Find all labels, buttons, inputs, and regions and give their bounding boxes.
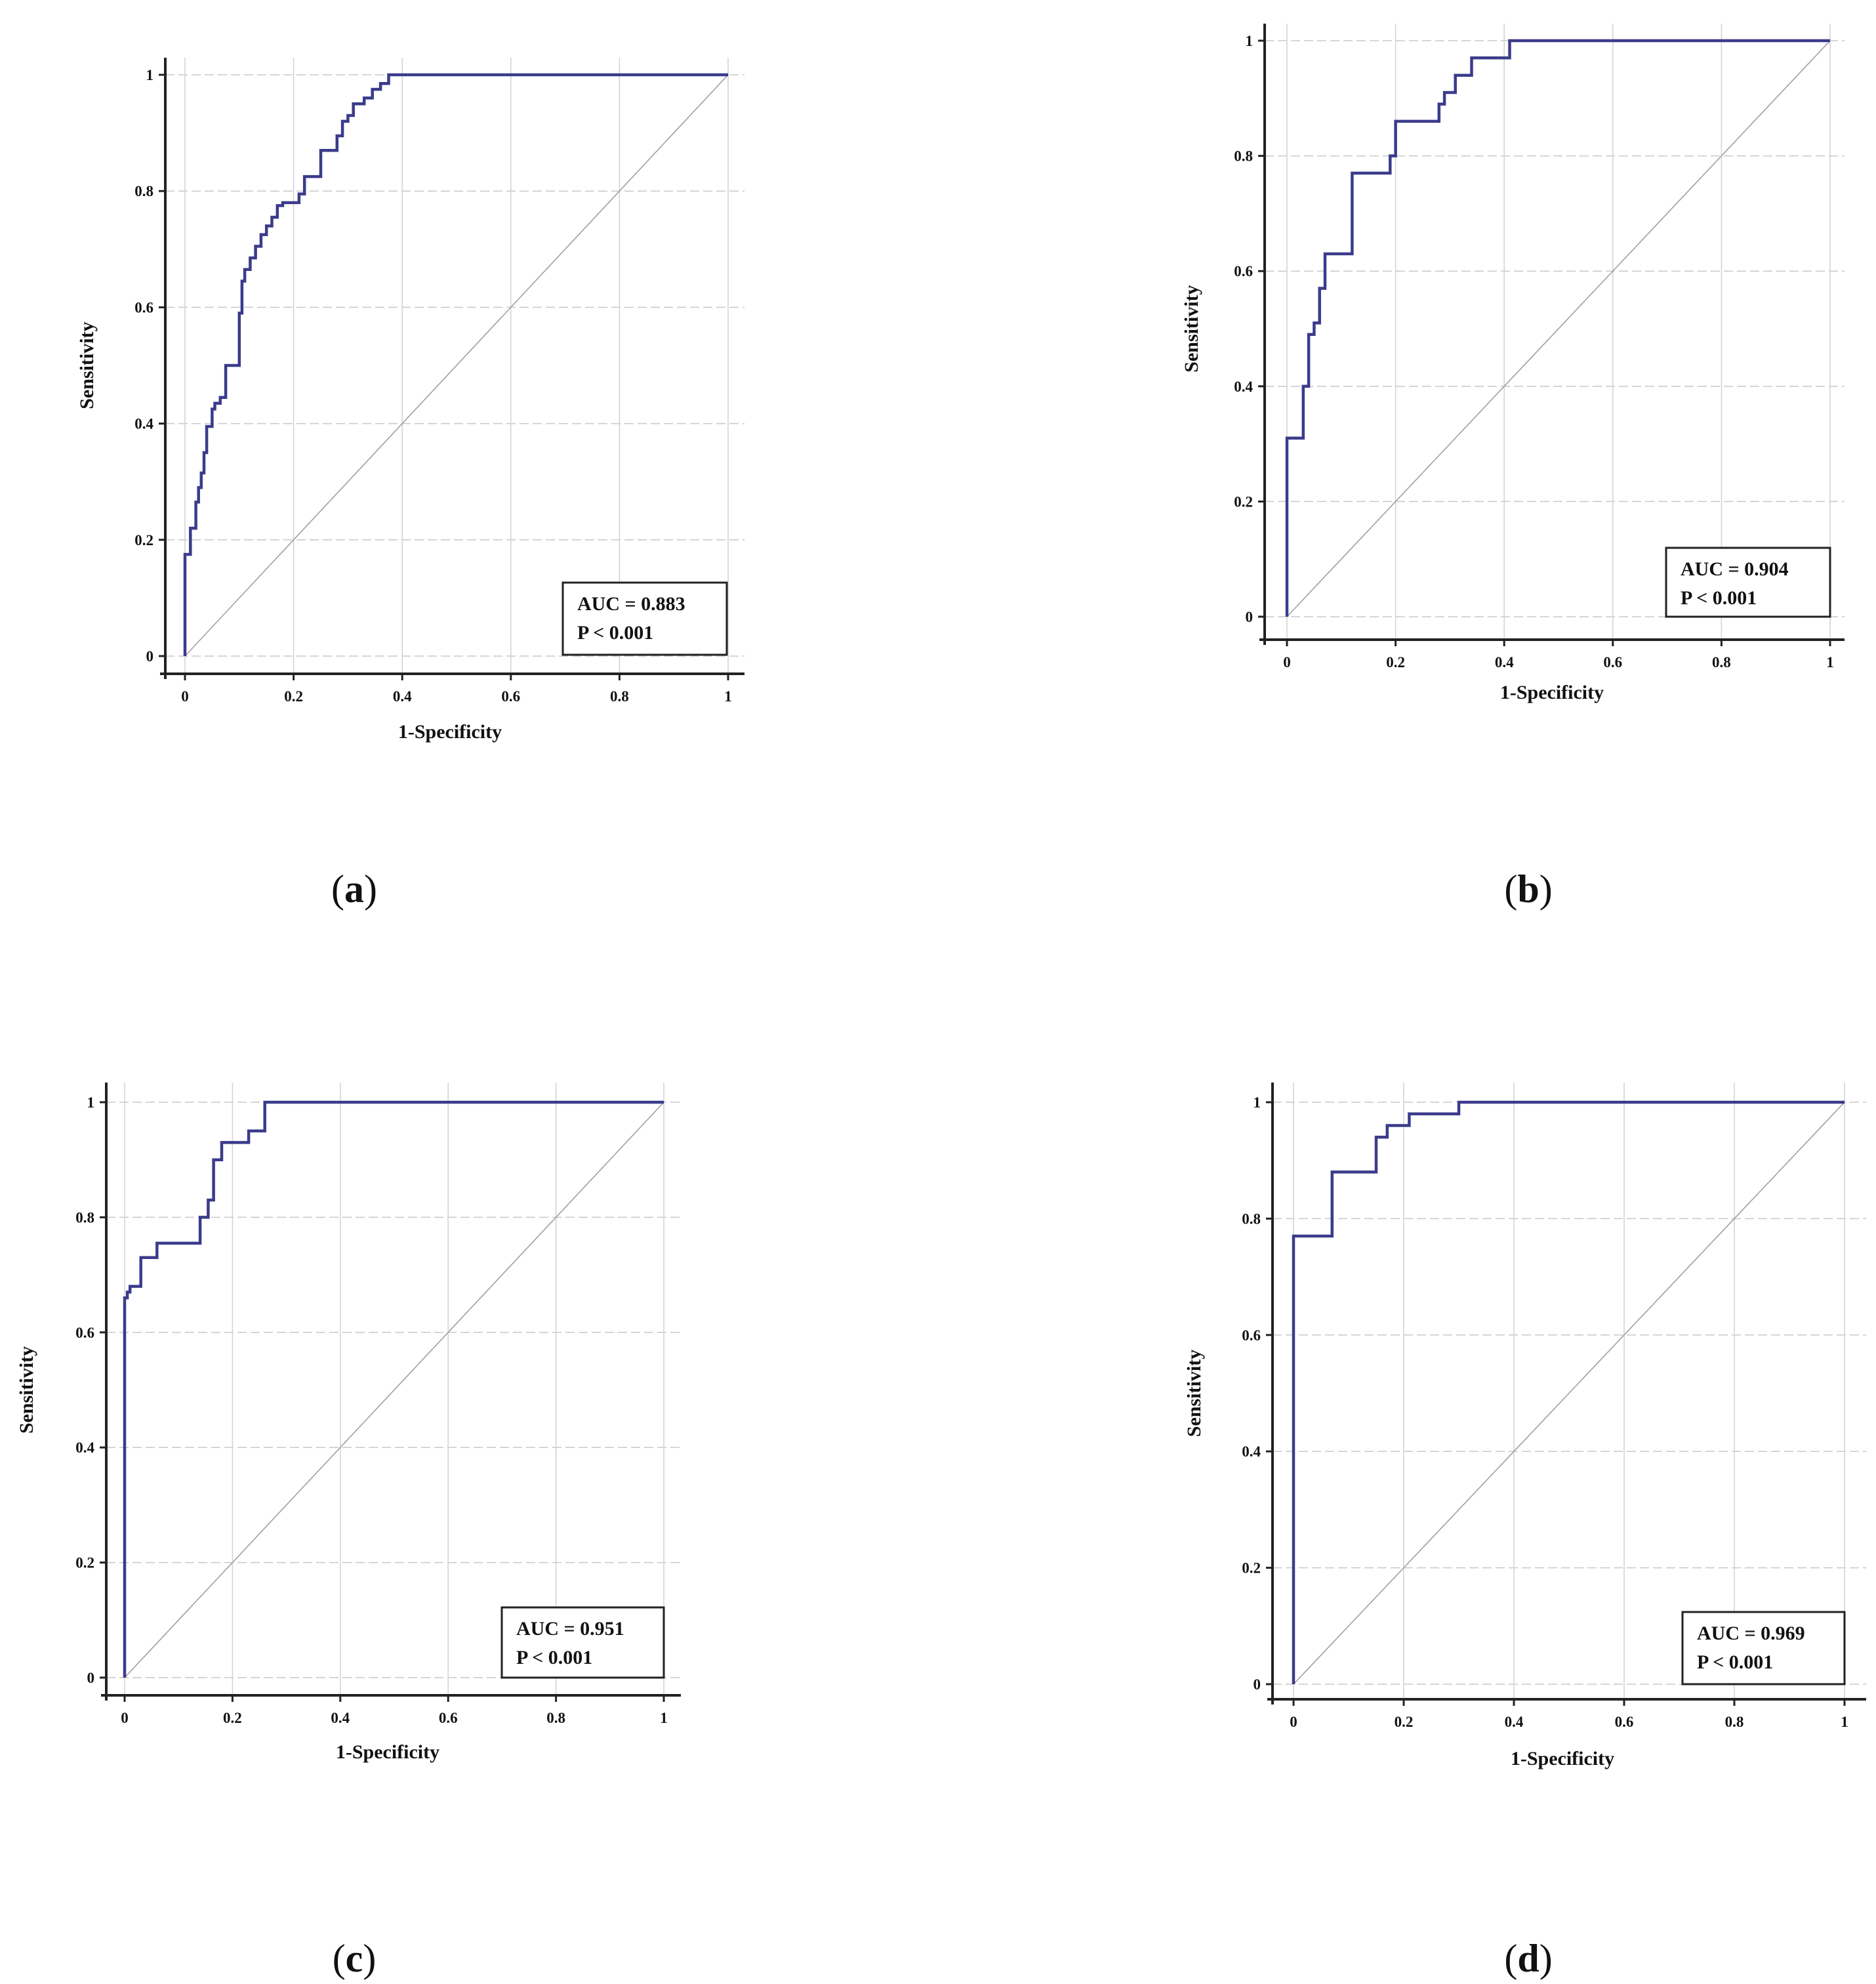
roc-panel-a: 0 0.2 0.4 0.6 0.8 1 0 0.2 0.4 0.6 0.8 1 1-Specificit… (76, 58, 744, 911)
x-tick-label: 0.4 (1505, 1714, 1524, 1730)
auc-box (500, 1606, 665, 1679)
roc-curve (183, 73, 728, 656)
x-tick-label: 0 (1290, 1714, 1297, 1730)
y-tick-label: 0.4 (75, 1439, 94, 1456)
y-tick-label: 0 (1254, 1676, 1261, 1693)
x-tick-label: 0.6 (1603, 654, 1622, 671)
x-axis-label: 1-Specificity (1511, 1748, 1614, 1769)
x-tick-label: 0.6 (1615, 1714, 1634, 1730)
p-value: P < 0.001 (577, 622, 653, 644)
y-tick-label: 0.8 (1234, 148, 1253, 165)
x-tick-label: 0.8 (1725, 1714, 1744, 1730)
panel-label: (a) (331, 867, 377, 911)
auc-box (1681, 1611, 1846, 1685)
panel-label: (c) (333, 1937, 377, 1980)
roc-curve (1285, 39, 1830, 617)
y-tick-label: 0.8 (1242, 1210, 1261, 1227)
x-tick-label: 0 (181, 688, 189, 705)
y-tick-label: 1 (1254, 1094, 1261, 1111)
x-tick-label: 0.2 (1395, 1714, 1414, 1730)
p-value: P < 0.001 (516, 1647, 592, 1668)
y-tick-label: 0.6 (75, 1325, 94, 1341)
y-tick-label: 0.2 (1242, 1560, 1261, 1577)
x-tick-label: 0.6 (501, 688, 520, 705)
p-value: P < 0.001 (1681, 587, 1757, 609)
auc-value: AUC = 0.969 (1697, 1622, 1805, 1644)
p-value: P < 0.001 (1697, 1651, 1773, 1673)
roc-curve (123, 1100, 664, 1678)
y-axis-label: Sensitivity (76, 321, 98, 409)
reference-line (124, 1102, 664, 1678)
reference-line (184, 74, 729, 657)
y-tick-label: 1 (87, 1094, 95, 1111)
y-tick-label: 0 (1246, 609, 1254, 625)
panel-label: (d) (1504, 1937, 1552, 1980)
y-tick-label: 0.8 (134, 183, 153, 199)
x-axis-label: 1-Specificity (336, 1741, 439, 1763)
y-tick-label: 0.2 (134, 532, 153, 548)
roc-curve (1292, 1100, 1845, 1684)
y-tick-label: 1 (146, 67, 154, 83)
y-tick-label: 0.6 (1234, 263, 1253, 279)
auc-box (561, 581, 728, 656)
x-tick-label: 1 (1841, 1714, 1848, 1730)
x-tick-label: 1 (1826, 654, 1834, 671)
x-tick-label: 0 (121, 1710, 129, 1726)
y-axis-label: Sensitivity (16, 1346, 37, 1434)
x-tick-label: 0.4 (331, 1710, 350, 1726)
auc-value: AUC = 0.904 (1681, 558, 1789, 580)
x-tick-label: 0.2 (223, 1710, 242, 1726)
roc-panel-b: 0 0.2 0.4 0.6 0.8 1 0 0.2 0.4 0.6 0.8 1 1-Specificit… (1181, 24, 1845, 911)
y-tick-label: 0.4 (1234, 379, 1253, 395)
auc-value: AUC = 0.883 (577, 593, 685, 615)
auc-value: AUC = 0.951 (516, 1618, 624, 1640)
x-tick-label: 0.4 (1495, 654, 1514, 671)
x-tick-label: 0.8 (546, 1710, 565, 1726)
x-tick-label: 0 (1283, 654, 1291, 671)
x-tick-label: 0.8 (610, 688, 629, 705)
x-tick-label: 0.2 (284, 688, 303, 705)
y-tick-label: 0.2 (1234, 493, 1253, 510)
y-tick-label: 0.4 (1242, 1443, 1261, 1460)
y-tick-label: 0 (146, 648, 154, 665)
x-tick-label: 0.6 (439, 1710, 458, 1726)
roc-panel-d: 0 0.2 0.4 0.6 0.8 1 0 0.2 0.4 0.6 0.8 1 1-Specificit… (1183, 1083, 1866, 1980)
y-tick-label: 1 (1246, 33, 1254, 49)
x-tick-label: 0.2 (1386, 654, 1405, 671)
x-tick-label: 1 (660, 1710, 668, 1726)
x-tick-label: 0.8 (1712, 654, 1731, 671)
y-axis-label: Sensitivity (1183, 1350, 1205, 1437)
reference-line (1286, 40, 1831, 617)
x-axis-label: 1-Specificity (398, 721, 502, 743)
x-axis-label: 1-Specificity (1500, 682, 1604, 703)
x-tick-label: 0.4 (393, 688, 412, 705)
y-tick-label: 0.6 (1242, 1327, 1261, 1344)
y-tick-label: 0.8 (75, 1209, 94, 1226)
reference-line (1293, 1102, 1845, 1685)
y-axis-label: Sensitivity (1181, 285, 1202, 372)
y-tick-label: 0.4 (134, 416, 153, 432)
y-tick-label: 0.2 (75, 1555, 94, 1571)
y-tick-label: 0.6 (134, 299, 153, 316)
x-tick-label: 1 (724, 688, 732, 705)
y-tick-label: 0 (87, 1670, 95, 1686)
roc-panel-c: 0 0.2 0.4 0.6 0.8 1 0 0.2 0.4 0.6 0.8 1 1-Specificit… (16, 1083, 681, 1980)
panel-label: (b) (1504, 867, 1552, 911)
auc-box (1665, 547, 1831, 618)
